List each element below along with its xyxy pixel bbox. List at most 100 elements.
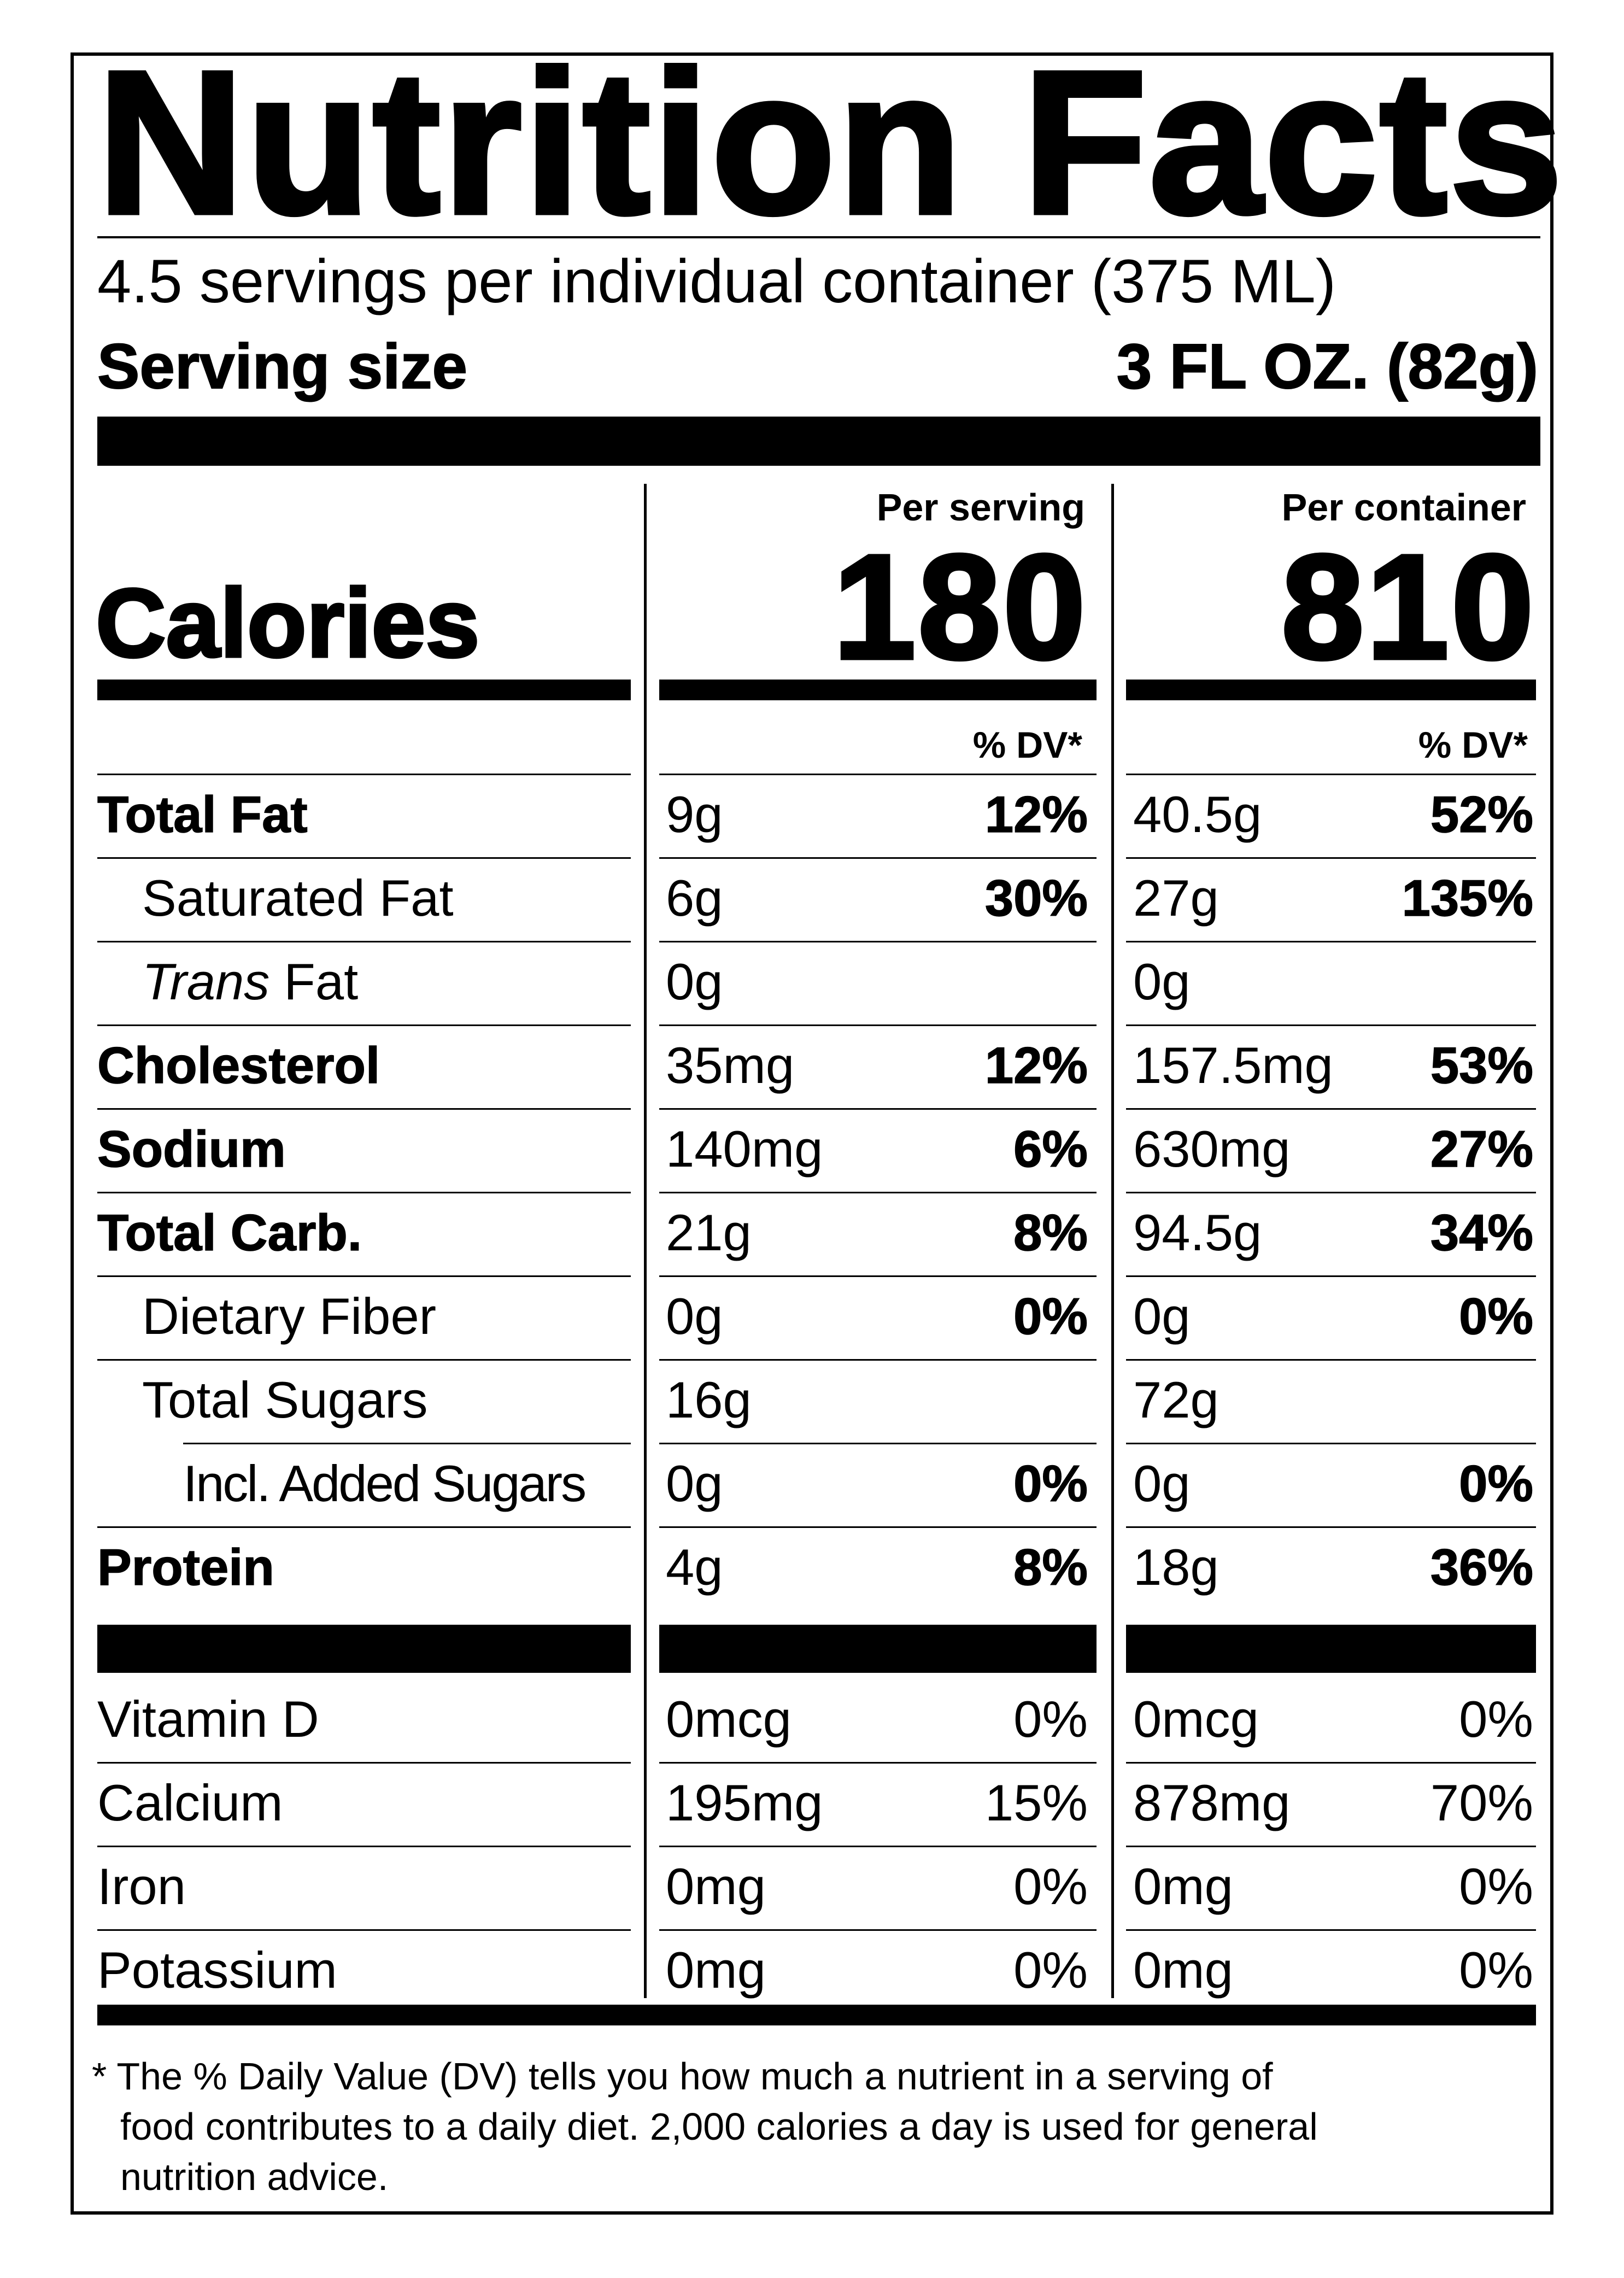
serving-amount: 140mg: [666, 1120, 823, 1178]
nutrient-label: Protein: [97, 1538, 274, 1596]
vitamin-divider-label: [97, 1929, 631, 1931]
serving-amount: 21g: [666, 1204, 752, 1261]
vitamin-container-dv: 70%: [1430, 1774, 1533, 1831]
nutrient-divider-container: [1126, 1024, 1536, 1026]
nutrient-label-rest: Fat: [269, 953, 359, 1010]
vitamin-label: Iron: [97, 1858, 186, 1915]
protein-thick-bar-label: [97, 1625, 631, 1673]
container-dv: 52%: [1430, 786, 1534, 843]
serving-dv: 8%: [1013, 1204, 1088, 1261]
nutrient-label: Total Fat: [97, 786, 308, 843]
nutrient-divider-serving: [659, 1024, 1097, 1026]
vitamin-label: Vitamin D: [97, 1690, 319, 1748]
vitamin-serving-amount: 0mcg: [666, 1690, 792, 1748]
vitamin-serving-amount: 195mg: [666, 1774, 823, 1831]
footnote-line-3: nutrition advice.: [120, 2156, 389, 2198]
vitamin-container-amount: 878mg: [1133, 1774, 1291, 1831]
container-amount: 27g: [1133, 869, 1219, 927]
serving-size-label: Serving size: [97, 330, 468, 402]
nutrient-label: Trans Fat: [142, 954, 358, 1009]
servings-per-container: 4.5 servings per individual container (3…: [97, 247, 1336, 315]
vitamin-divider-serving: [659, 1929, 1097, 1931]
vitamin-divider-serving: [659, 1762, 1097, 1764]
vitamin-serving-amount: 0mg: [666, 1941, 766, 1999]
serving-amount: 0g: [666, 1455, 723, 1512]
nutrient-divider-label: [183, 1443, 631, 1444]
nutrient-divider-container: [1126, 1192, 1536, 1193]
thick-bar-top: [97, 417, 1540, 466]
nutrient-divider-label: [97, 1275, 631, 1277]
nutrient-divider-serving: [659, 1443, 1097, 1444]
nutrient-divider-serving: [659, 774, 1097, 775]
per-container-heading: Per container: [1281, 486, 1526, 529]
dv-heading-container: % DV*: [1418, 724, 1528, 766]
nutrient-label: Saturated Fat: [142, 869, 454, 927]
nutrition-label-frame: [71, 52, 1553, 2215]
footnote-line-1: * The % Daily Value (DV) tells you how m…: [92, 2055, 1273, 2098]
container-dv: 53%: [1430, 1036, 1534, 1094]
vitamin-divider-container: [1126, 1762, 1536, 1764]
vitamin-serving-dv: 0%: [1013, 1690, 1088, 1748]
calories-bar-label: [97, 680, 631, 700]
serving-size-value: 3 FL OZ. (82g): [1116, 330, 1539, 402]
container-dv: [1304, 954, 1533, 1009]
serving-amount: 9g: [666, 786, 723, 843]
nutrient-label: Incl. Added Sugars: [183, 1455, 587, 1512]
serving-dv: 30%: [984, 869, 1088, 927]
nutrient-divider-container: [1126, 1443, 1536, 1444]
serving-dv: 12%: [984, 1036, 1088, 1094]
nutrient-divider-container: [1126, 1526, 1536, 1528]
container-dv: 27%: [1430, 1120, 1534, 1178]
nutrient-divider-label: [97, 1526, 631, 1528]
container-amount: 94.5g: [1133, 1204, 1262, 1261]
serving-dv: [858, 1373, 1088, 1427]
vitamin-divider-label: [97, 1846, 631, 1847]
vitamin-serving-amount: 0mg: [666, 1858, 766, 1915]
vitamin-label: Potassium: [97, 1941, 337, 1999]
nutrient-divider-label: [97, 1192, 631, 1193]
nutrient-label-italic: Trans: [142, 953, 270, 1010]
serving-dv: 8%: [1013, 1538, 1088, 1596]
nutrient-divider-serving: [659, 1108, 1097, 1110]
container-amount: 72g: [1133, 1371, 1219, 1428]
nutrient-divider-serving: [659, 941, 1097, 942]
vitamin-container-amount: 0mcg: [1133, 1690, 1259, 1748]
calories-per-container: 810: [1280, 524, 1536, 690]
calories-bar-serving: [659, 680, 1097, 700]
nutrient-divider-serving: [659, 1359, 1097, 1361]
vitamin-divider-serving: [659, 1846, 1097, 1847]
nutrient-divider-serving: [659, 1192, 1097, 1193]
nutrient-label: Total Carb.: [97, 1204, 362, 1261]
container-amount: 18g: [1133, 1538, 1219, 1596]
container-dv: [1304, 1373, 1533, 1427]
nutrient-label: Total Sugars: [142, 1371, 428, 1428]
container-dv: 0%: [1458, 1455, 1533, 1512]
nutrient-divider-label: [97, 941, 631, 942]
serving-dv: 0%: [1013, 1287, 1088, 1345]
vitamin-container-amount: 0mg: [1133, 1858, 1233, 1915]
serving-amount: 6g: [666, 869, 723, 927]
nutrient-divider-container: [1126, 857, 1536, 859]
serving-amount: 0g: [666, 953, 723, 1010]
serving-dv: [858, 954, 1088, 1009]
container-amount: 0g: [1133, 1287, 1191, 1345]
serving-amount: 4g: [666, 1538, 723, 1596]
vitamin-serving-dv: 0%: [1013, 1941, 1088, 1999]
container-dv: 36%: [1430, 1538, 1534, 1596]
footnote-line-2: food contributes to a daily diet. 2,000 …: [120, 2105, 1318, 2148]
serving-amount: 35mg: [666, 1036, 795, 1094]
container-amount: 0g: [1133, 1455, 1191, 1512]
thick-bar-bottom: [97, 2005, 1536, 2025]
vitamin-serving-dv: 0%: [1013, 1858, 1088, 1915]
column-separator-1: [644, 484, 647, 1998]
serving-dv: 6%: [1013, 1120, 1088, 1178]
title-divider: [97, 236, 1540, 238]
nutrient-divider-label: [97, 1108, 631, 1110]
container-amount: 157.5mg: [1133, 1036, 1333, 1094]
container-dv: 0%: [1458, 1287, 1533, 1345]
per-serving-heading: Per serving: [876, 486, 1085, 529]
vitamin-container-dv: 0%: [1459, 1858, 1533, 1915]
vitamin-divider-container: [1126, 1846, 1536, 1847]
nutrient-label: Sodium: [97, 1120, 286, 1178]
serving-dv: 12%: [984, 786, 1088, 843]
